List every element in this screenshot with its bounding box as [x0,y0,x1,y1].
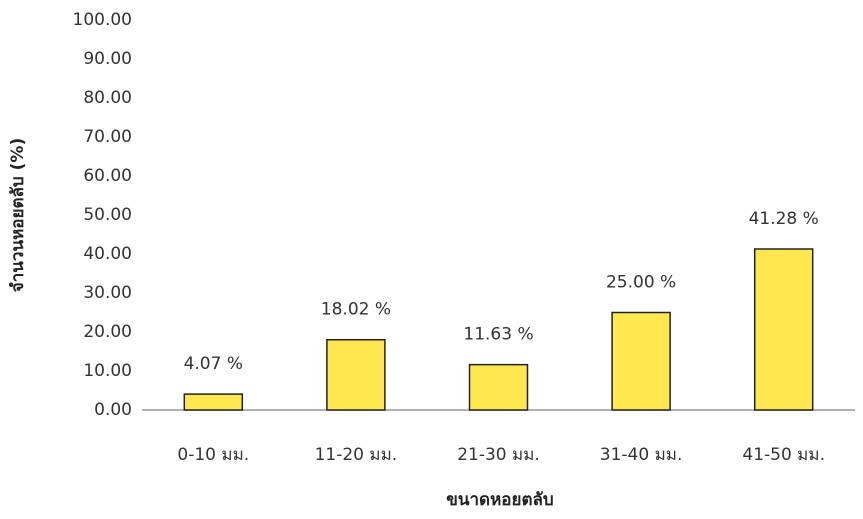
y-tick-label: 90.00 [83,49,132,69]
x-tick-label: 31-40 มม. [600,445,683,465]
bar [753,248,814,411]
bar [183,393,244,411]
y-tick-label: 0.00 [94,400,132,420]
x-axis-title: ขนาดหอยตลับ [446,490,553,510]
x-tick-label: 21-30 มม. [457,445,540,465]
x-tick-label: 11-20 มม. [315,445,398,465]
data-label: 41.28 % [749,209,819,229]
bar [326,338,386,411]
x-tick-label: 0-10 มม. [177,445,249,465]
y-tick-label: 40.00 [83,244,132,264]
x-tick-label: 41-50 มม. [742,445,825,465]
y-tick-label: 10.00 [83,361,132,381]
y-axis-title: จำนวนหอยตลับ (%) [8,138,28,292]
y-tick-label: 20.00 [83,322,132,342]
data-label: 18.02 % [321,300,391,320]
bar [468,363,529,411]
y-tick-label: 60.00 [83,166,132,186]
y-tick-label: 30.00 [83,283,132,303]
y-tick-label: 100.00 [73,10,132,30]
y-tick-label: 70.00 [83,127,132,147]
data-label: 11.63 % [463,325,533,345]
bar [611,311,671,411]
data-label: 4.07 % [184,354,243,374]
y-tick-label: 50.00 [83,205,132,225]
y-tick-label: 80.00 [83,88,132,108]
data-label: 25.00 % [606,273,676,293]
